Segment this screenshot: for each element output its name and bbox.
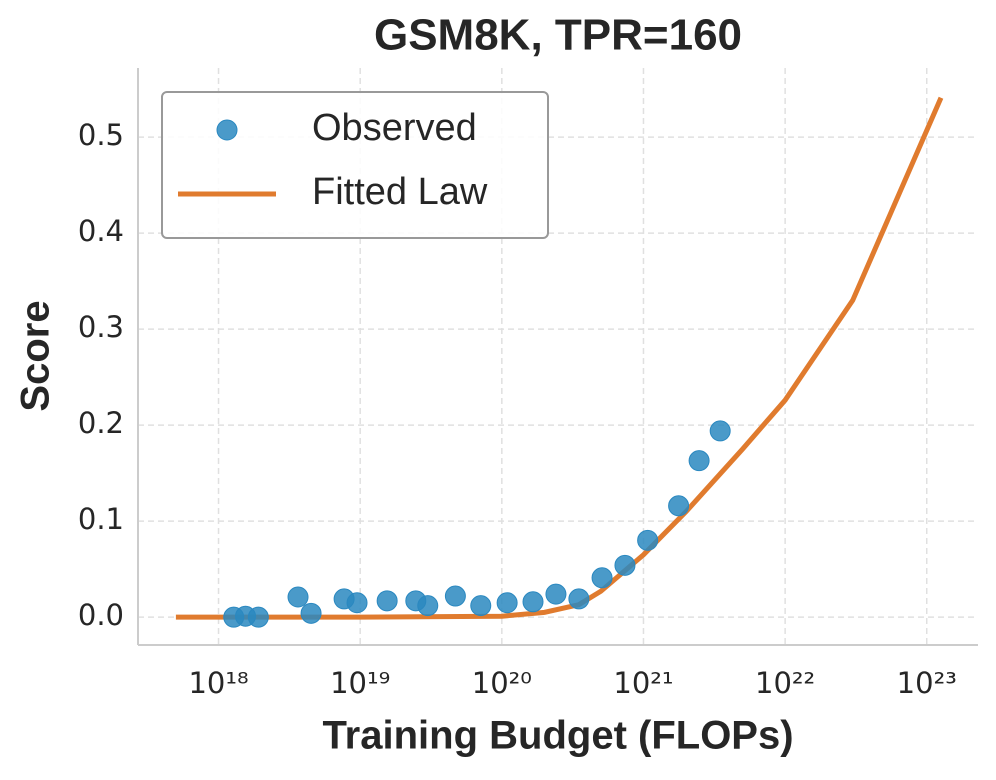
x-tick-label: 10²¹ xyxy=(613,666,673,700)
point xyxy=(376,590,398,612)
x-tick-label: 10²³ xyxy=(897,666,957,700)
point xyxy=(637,529,659,551)
y-tick-label: 0.1 xyxy=(78,502,124,536)
point xyxy=(614,554,636,576)
x-axis-label: Training Budget (FLOPs) xyxy=(322,714,793,758)
point xyxy=(444,585,466,607)
legend-label: Fitted Law xyxy=(312,171,488,213)
point xyxy=(346,592,368,614)
legend-label: Observed xyxy=(312,107,477,149)
x-tick-label: 10¹⁸ xyxy=(188,666,248,700)
point xyxy=(545,583,567,605)
point xyxy=(247,606,269,628)
point xyxy=(300,602,322,624)
legend-box xyxy=(161,91,549,239)
chart-title: GSM8K, TPR=160 xyxy=(374,11,742,60)
point xyxy=(417,595,439,617)
y-tick-label: 0.2 xyxy=(78,406,124,440)
legend-swatch xyxy=(216,119,238,141)
x-tick-label: 10²² xyxy=(755,666,815,700)
y-axis-label: Score xyxy=(14,300,58,411)
x-tick-label: 10¹⁹ xyxy=(330,666,390,700)
y-tick-label: 0.4 xyxy=(78,214,124,248)
point xyxy=(668,495,690,517)
point xyxy=(568,588,590,610)
point xyxy=(287,586,309,608)
point xyxy=(709,420,731,442)
point xyxy=(591,567,613,589)
point xyxy=(470,595,492,617)
point xyxy=(522,591,544,613)
y-tick-label: 0.0 xyxy=(78,598,124,632)
y-tick-label: 0.3 xyxy=(78,310,124,344)
x-tick-label: 10²⁰ xyxy=(472,666,532,700)
point xyxy=(496,592,518,614)
y-tick-label: 0.5 xyxy=(78,118,124,152)
point xyxy=(688,450,710,472)
